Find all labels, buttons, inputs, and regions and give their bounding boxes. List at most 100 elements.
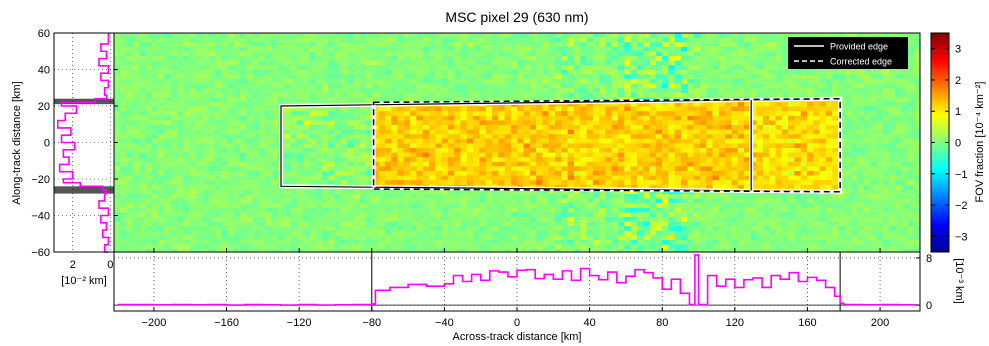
heatmap-cell [416, 97, 423, 103]
heatmap-cell [296, 249, 304, 252]
heatmap-cell [158, 226, 165, 232]
heatmap-cell [233, 226, 241, 232]
heatmap-cell [529, 180, 537, 186]
heatmap-cell [523, 148, 531, 153]
heatmap-cell [315, 244, 323, 250]
heatmap-cell [510, 79, 518, 84]
heatmap-cell [492, 106, 499, 112]
heatmap-cell [762, 240, 770, 245]
heatmap-cell [139, 175, 146, 181]
heatmap-cell [240, 152, 247, 158]
heatmap-cell [372, 138, 379, 144]
heatmap-cell [561, 152, 568, 158]
heatmap-cell [662, 226, 669, 232]
heatmap-cell [114, 79, 121, 84]
heatmap-cell [636, 166, 644, 172]
heatmap-cell [246, 134, 253, 140]
heatmap-cell [384, 88, 392, 94]
heatmap-cell [529, 157, 537, 163]
heatmap-cell [139, 161, 146, 167]
heatmap-cell [258, 115, 266, 121]
heatmap-cell [384, 235, 392, 241]
heatmap-cell [227, 157, 234, 163]
heatmap-cell [416, 180, 423, 186]
heatmap-cell [573, 134, 581, 140]
heatmap-cell [624, 198, 631, 204]
heatmap-cell [429, 83, 436, 89]
heatmap-cell [725, 212, 732, 218]
heatmap-cell [460, 217, 468, 222]
heatmap-cell [246, 244, 253, 250]
heatmap-cell [422, 106, 430, 112]
heatmap-cell [359, 138, 367, 144]
heatmap-cell [454, 175, 461, 181]
heatmap-cell [523, 88, 531, 94]
heatmap-cell [114, 42, 121, 48]
heatmap-cell [441, 161, 449, 167]
heatmap-cell [391, 198, 398, 204]
heatmap-cell [139, 51, 146, 57]
heatmap-cell [536, 56, 543, 61]
heatmap-cell [416, 79, 423, 84]
heatmap-cell [504, 221, 512, 227]
heatmap-cell [712, 134, 720, 140]
heatmap-cell [258, 125, 266, 130]
heatmap-cell [529, 129, 537, 135]
heatmap-cell [208, 102, 216, 107]
heatmap-cell [429, 46, 436, 52]
heatmap-cell [599, 115, 606, 121]
heatmap-cell [706, 83, 713, 89]
heatmap-cell [429, 138, 436, 144]
heatmap-cell [454, 138, 461, 144]
heatmap-cell [321, 120, 329, 126]
heatmap-cell [586, 69, 594, 75]
heatmap-cell [416, 88, 423, 94]
heatmap-cell [479, 138, 486, 144]
heatmap-cell [548, 33, 556, 38]
heatmap-cell [447, 65, 455, 71]
heatmap-cell [208, 240, 216, 245]
heatmap-cell [492, 120, 499, 126]
heatmap-cell [120, 184, 127, 190]
heatmap-cell [561, 83, 568, 89]
heatmap-cell [447, 230, 455, 236]
heatmap-cell [183, 161, 190, 167]
heatmap-cell [151, 212, 159, 218]
heatmap-cell [145, 115, 153, 121]
heatmap-cell [435, 106, 442, 112]
heatmap-cell [618, 134, 625, 140]
heatmap-cell [221, 198, 228, 204]
heatmap-cell [687, 221, 694, 227]
heatmap-cell [517, 65, 524, 71]
heatmap-cell [221, 134, 228, 140]
heatmap-cell [284, 152, 291, 158]
heatmap-cell [599, 194, 606, 199]
heatmap-cell [277, 83, 285, 89]
heatmap-cell [567, 79, 575, 84]
heatmap-cell [195, 129, 203, 135]
heatmap-cell [510, 111, 518, 117]
heatmap-cell [384, 217, 392, 222]
heatmap-cell [120, 194, 127, 199]
heatmap-cell [233, 125, 241, 130]
heatmap-cell [296, 125, 304, 130]
heatmap-cell [410, 46, 417, 52]
heatmap-cell [189, 203, 197, 209]
heatmap-cell [624, 230, 631, 236]
heatmap-cell [391, 152, 398, 158]
heatmap-cell [718, 184, 726, 190]
heatmap-cell [290, 148, 297, 153]
heatmap-cell [151, 235, 159, 241]
heatmap-cell [662, 120, 669, 126]
heatmap-cell [271, 120, 279, 126]
heatmap-cell [510, 240, 518, 245]
heatmap-cell [416, 60, 423, 66]
heatmap-cell [655, 194, 663, 199]
heatmap-cell [681, 88, 688, 94]
heatmap-cell [561, 69, 568, 75]
heatmap-cell [422, 217, 430, 222]
heatmap-cell [548, 51, 556, 57]
heatmap-cell [529, 60, 537, 66]
heatmap-cell [183, 74, 190, 80]
heatmap-cell [630, 157, 638, 163]
